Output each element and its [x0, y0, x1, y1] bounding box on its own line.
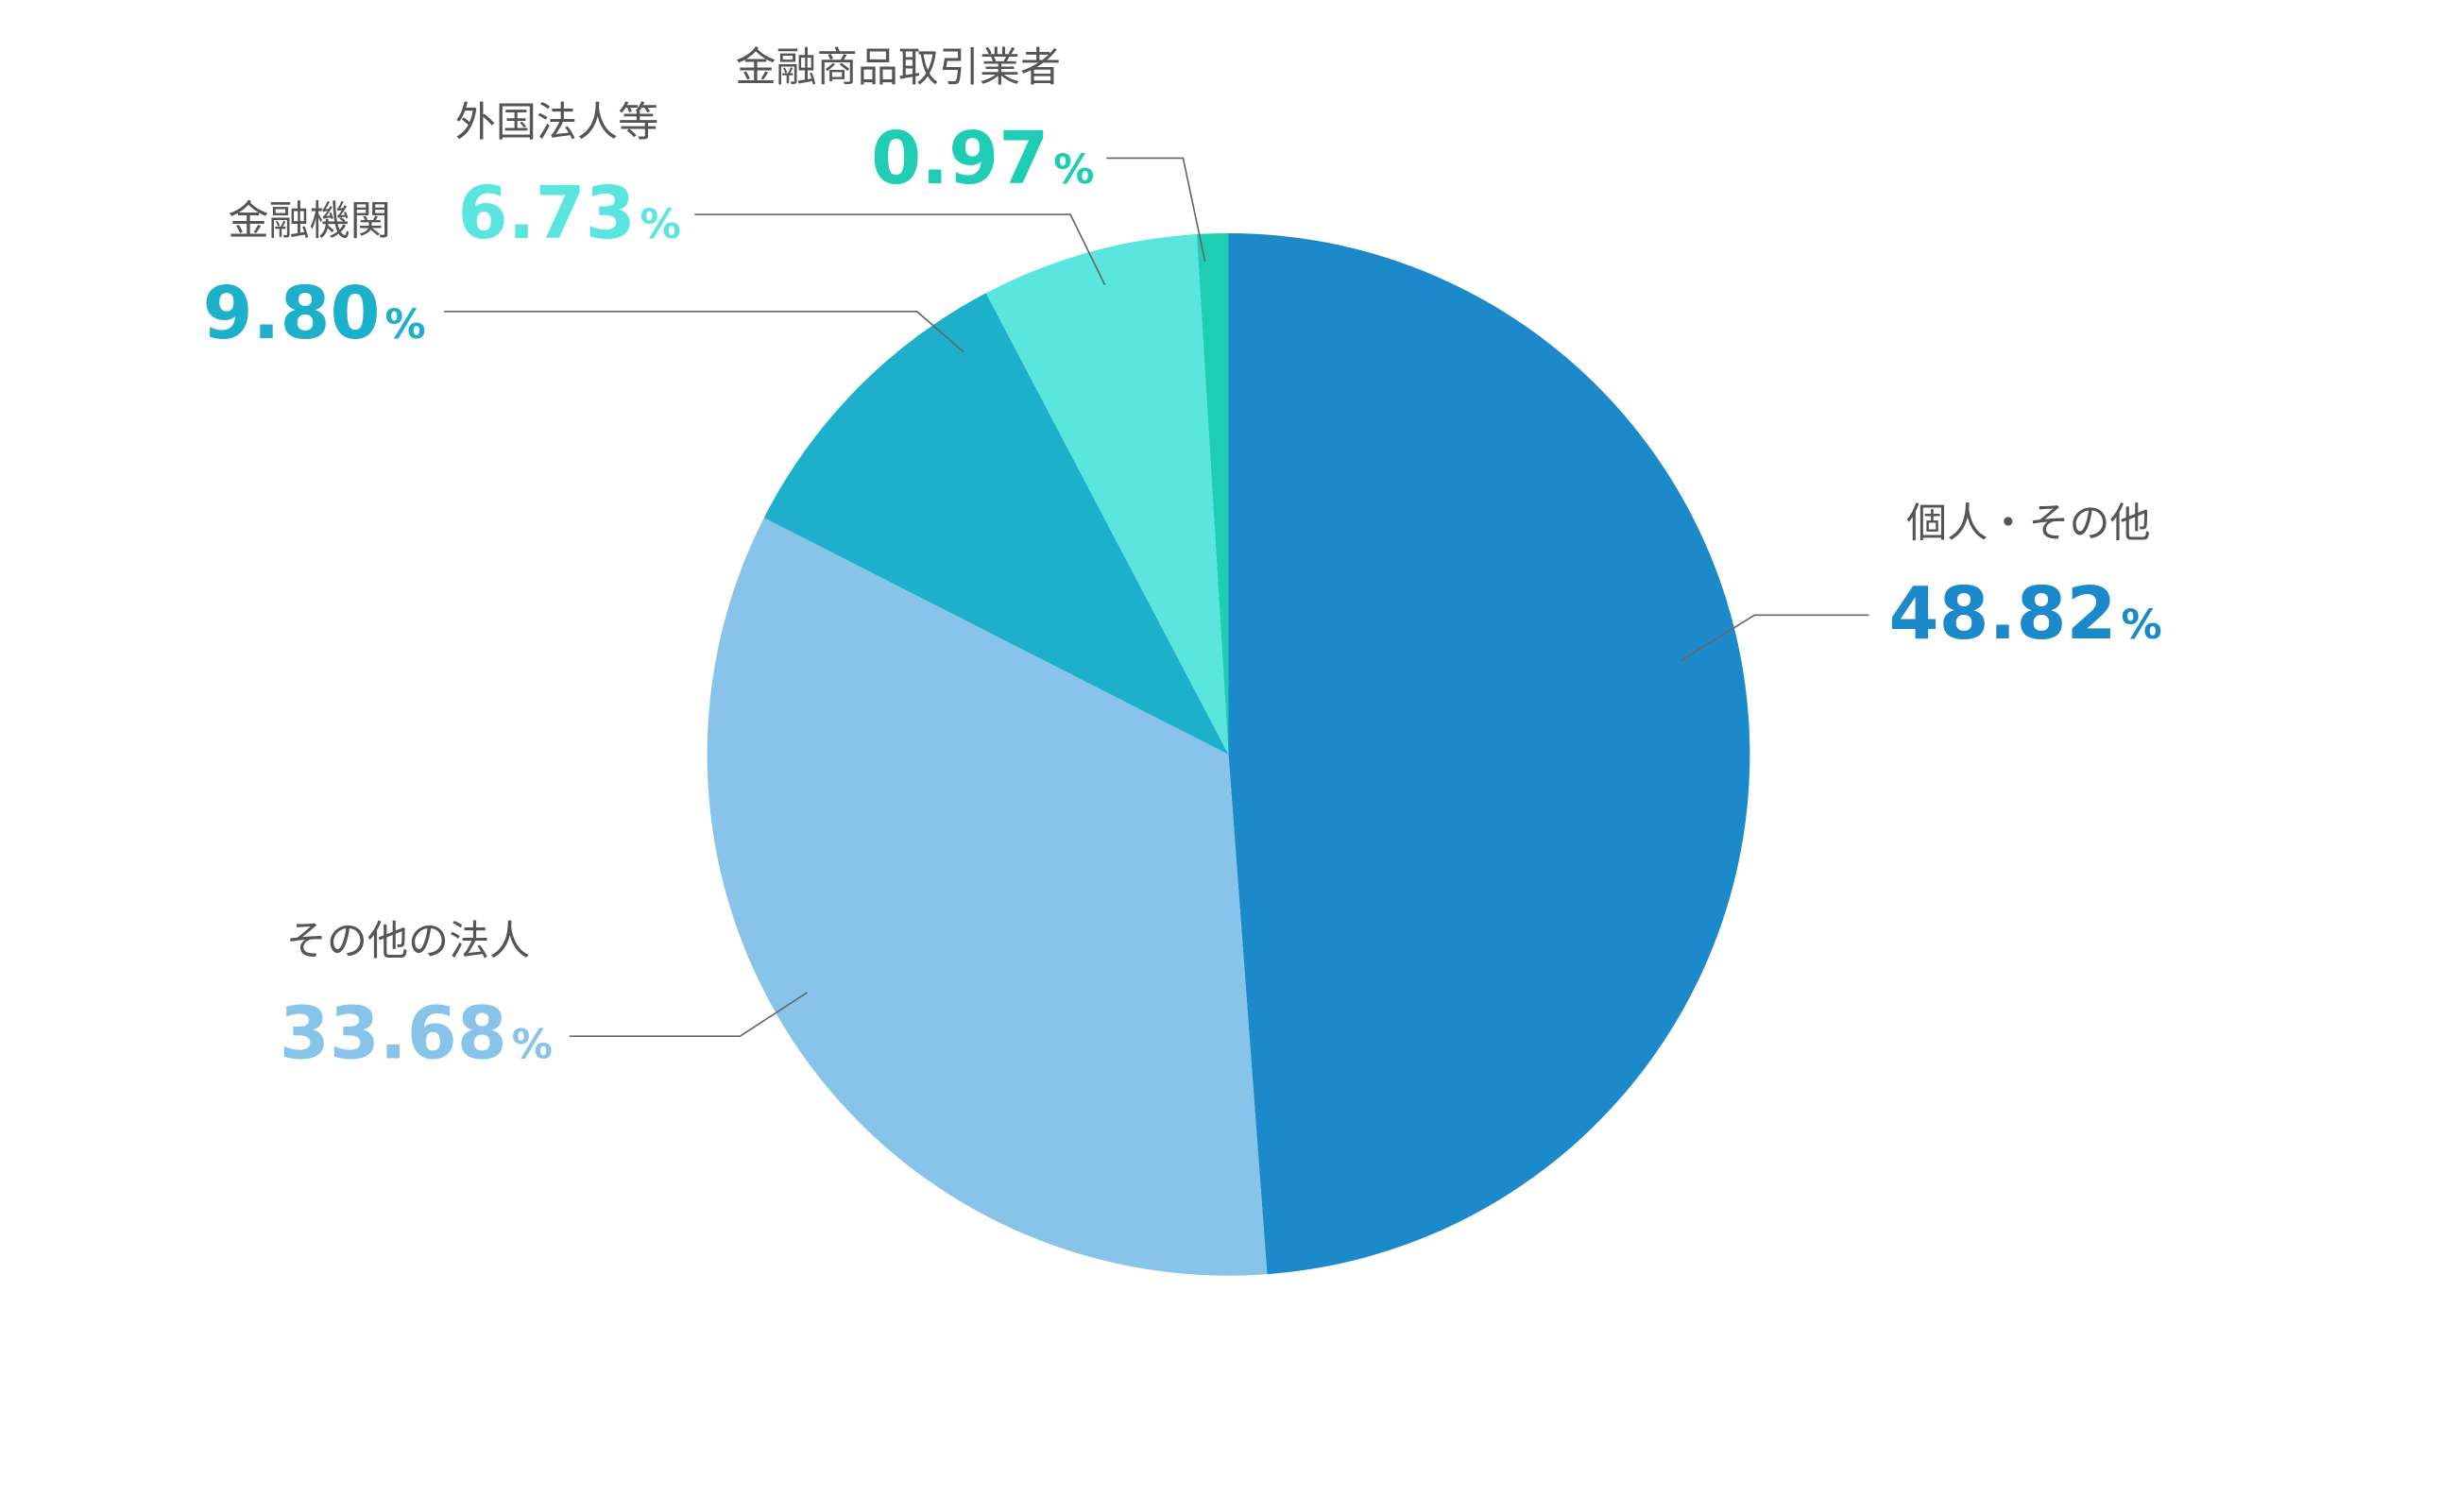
- slice-label: 外国法人等: [455, 99, 658, 146]
- value-number: 0.97: [871, 116, 1049, 200]
- slice-label: 個人・その他: [1906, 500, 2150, 547]
- value-number: 9.80: [203, 271, 381, 355]
- leader-line: [1106, 157, 1206, 262]
- pie-slice: [1196, 232, 1229, 755]
- value-number: 48.82: [1888, 571, 2116, 655]
- pie-slice: [707, 518, 1268, 1276]
- value-unit: %: [385, 301, 426, 348]
- value-label: 0.97%: [871, 116, 1094, 200]
- leader-line: [694, 213, 1106, 286]
- pie-slice: [1228, 232, 1750, 1275]
- value-number: 33.68: [280, 991, 507, 1075]
- value-unit: %: [512, 1021, 553, 1068]
- value-unit: %: [2122, 602, 2162, 649]
- leader-line: [1681, 614, 1869, 662]
- leader-line: [569, 992, 809, 1037]
- value-label: 6.73%: [458, 171, 681, 255]
- leader-line: [444, 310, 964, 353]
- slice-label: その他の法人: [286, 918, 530, 965]
- value-unit: %: [640, 201, 681, 248]
- pie-slice: [763, 293, 1229, 755]
- value-label: 48.82%: [1888, 571, 2161, 655]
- pie-slice: [985, 233, 1229, 755]
- slice-label: 金融商品取引業者: [735, 44, 1061, 92]
- value-label: 9.80%: [203, 271, 426, 355]
- value-unit: %: [1053, 146, 1094, 194]
- slice-label: 金融機関: [228, 198, 390, 246]
- value-number: 6.73: [458, 171, 636, 255]
- value-label: 33.68%: [280, 991, 553, 1075]
